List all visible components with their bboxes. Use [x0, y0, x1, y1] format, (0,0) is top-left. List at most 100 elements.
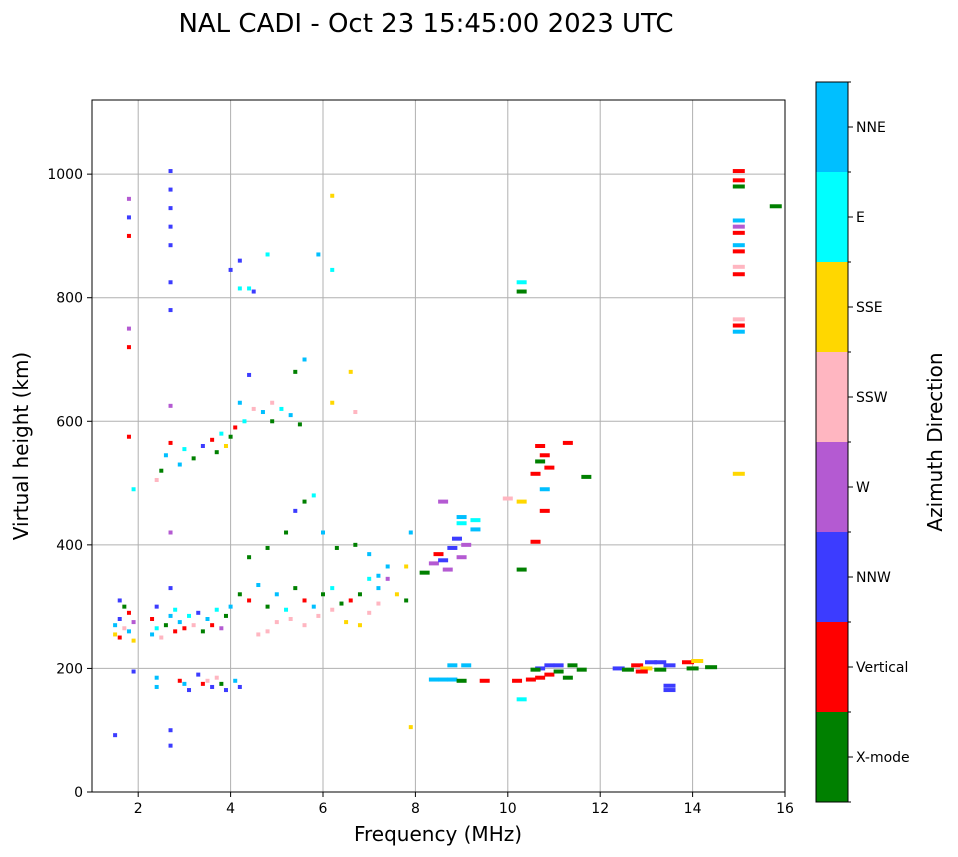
data-point: [732, 323, 745, 328]
data-point: [196, 610, 201, 615]
colorbar-segment: [816, 622, 848, 712]
data-point: [237, 684, 242, 689]
data-point: [447, 677, 458, 682]
data-point: [316, 613, 321, 618]
data-point: [126, 345, 131, 350]
data-point: [247, 372, 252, 377]
colorbar-segment: [816, 442, 848, 532]
data-point: [187, 688, 192, 693]
data-point: [168, 224, 173, 229]
x-tick-label: 14: [684, 801, 702, 817]
data-point: [182, 626, 187, 631]
data-point: [223, 613, 228, 618]
data-point: [705, 665, 718, 670]
data-point: [353, 410, 358, 415]
data-point: [168, 403, 173, 408]
data-point: [621, 667, 634, 672]
data-point: [635, 669, 648, 674]
x-tick-label: 12: [591, 801, 609, 817]
data-point: [732, 218, 745, 223]
data-point: [228, 434, 233, 439]
data-point: [265, 545, 270, 550]
data-point: [330, 586, 335, 591]
data-point: [210, 684, 215, 689]
colorbar-tick-label: SSE: [856, 300, 883, 316]
data-point: [732, 317, 745, 322]
data-point: [456, 515, 467, 520]
data-point: [247, 555, 252, 560]
data-point: [530, 471, 541, 476]
data-point: [274, 592, 279, 597]
data-point: [562, 440, 573, 445]
data-point: [117, 617, 122, 621]
data-point: [576, 667, 587, 672]
data-point: [177, 678, 182, 683]
data-point: [163, 623, 168, 628]
data-point: [168, 728, 173, 733]
data-point: [732, 272, 745, 277]
x-tick-label: 6: [319, 801, 328, 817]
data-point: [539, 487, 550, 492]
data-point: [274, 620, 279, 625]
data-point: [512, 678, 523, 683]
data-point: [385, 564, 390, 569]
data-point: [353, 542, 358, 547]
data-point: [344, 620, 349, 625]
plot-frame: [91, 99, 786, 793]
data-point: [663, 663, 676, 668]
data-point: [581, 474, 592, 479]
data-point: [544, 465, 555, 470]
data-point: [479, 678, 490, 683]
data-point: [357, 623, 362, 628]
data-point: [117, 598, 122, 603]
colorbar-tick-label: Vertical: [856, 660, 908, 676]
data-point: [150, 632, 155, 637]
data-point: [260, 410, 265, 415]
data-point: [732, 264, 745, 269]
data-point: [237, 286, 242, 291]
data-point: [131, 669, 136, 674]
data-point: [732, 178, 745, 183]
data-point: [516, 280, 527, 285]
data-point: [205, 678, 210, 683]
data-point: [214, 450, 219, 455]
data-point: [330, 267, 335, 272]
data-point: [516, 697, 527, 702]
y-axis-label: Virtual height (km): [9, 352, 33, 541]
data-point: [367, 552, 372, 557]
data-point: [191, 623, 196, 628]
data-point: [196, 672, 201, 677]
data-point: [348, 598, 353, 603]
data-point: [131, 638, 136, 643]
data-point: [126, 610, 131, 615]
data-point: [205, 617, 210, 621]
data-point: [163, 453, 168, 458]
data-point: [404, 598, 409, 603]
data-point: [256, 583, 261, 588]
colorbar-segment: [816, 172, 848, 262]
x-tick-label: 4: [226, 801, 235, 817]
data-point: [376, 586, 381, 591]
data-point: [302, 357, 307, 362]
data-point: [251, 406, 256, 411]
data-point: [461, 663, 472, 668]
data-point: [394, 592, 399, 597]
data-point: [113, 623, 118, 628]
data-point: [265, 252, 270, 257]
data-point: [539, 453, 550, 458]
data-point: [732, 249, 745, 254]
data-point: [376, 573, 381, 578]
data-point: [177, 462, 182, 467]
data-point: [288, 413, 293, 418]
data-point: [150, 617, 155, 621]
data-point: [168, 206, 173, 211]
data-point: [385, 576, 390, 581]
data-point: [334, 545, 339, 550]
colorbar-tick-label: NNE: [856, 120, 886, 136]
data-point: [456, 555, 467, 560]
y-tick-label: 400: [56, 538, 83, 554]
data-point: [553, 663, 564, 668]
data-point: [321, 530, 325, 535]
data-point: [516, 567, 527, 572]
data-point: [131, 487, 136, 492]
